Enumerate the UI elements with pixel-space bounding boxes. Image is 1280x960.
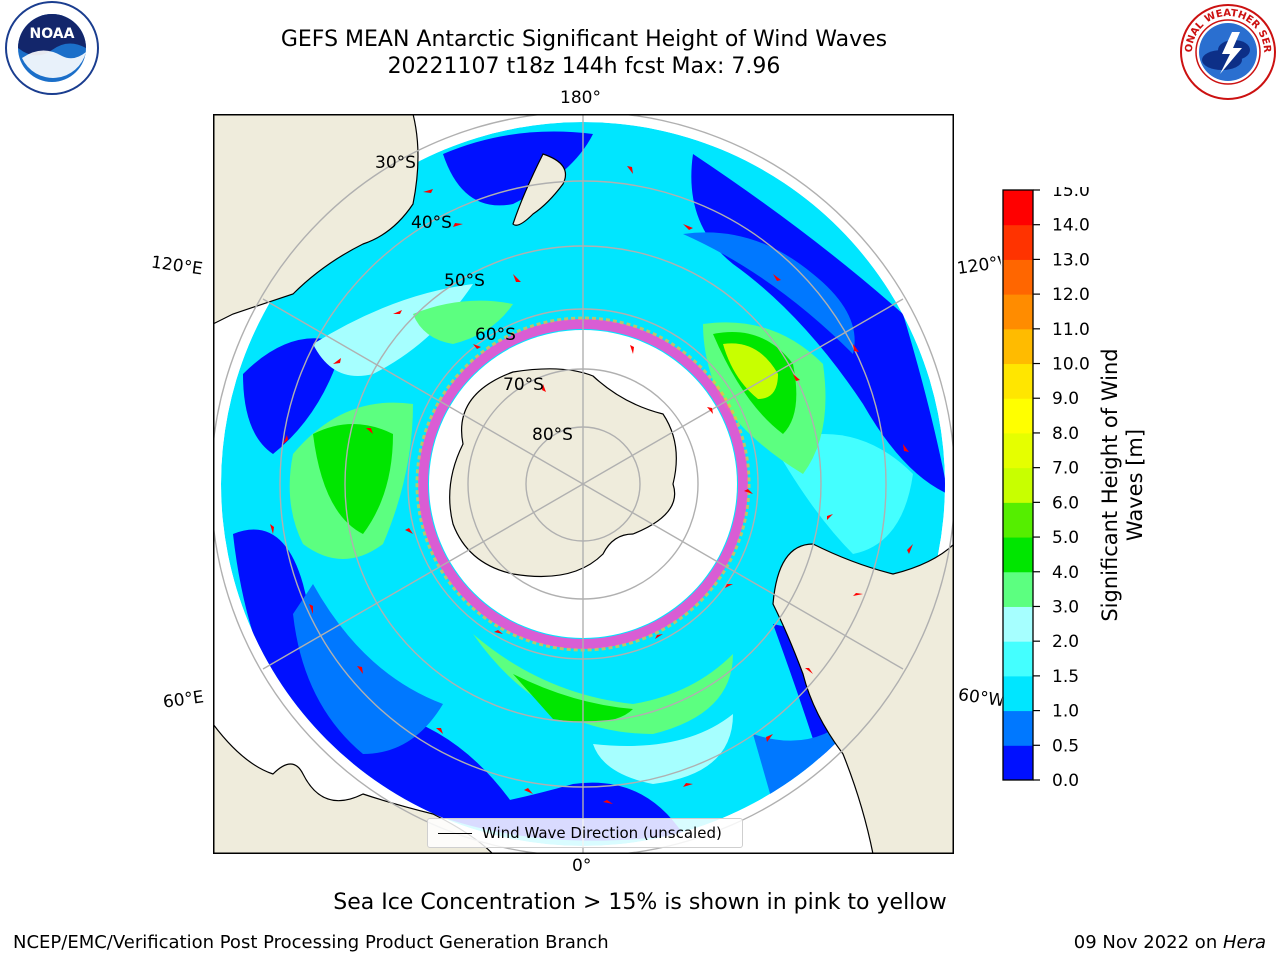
legend-label: Wind Wave Direction (unscaled) (482, 824, 722, 842)
colorbar-cell (1003, 467, 1033, 503)
colorbar-cell (1003, 328, 1033, 365)
colorbar-cell (1003, 398, 1033, 434)
lat-label-70: 70°S (503, 375, 544, 395)
lon-label-left-lower: 60°E (161, 687, 206, 713)
lat-label-60: 60°S (475, 325, 516, 345)
colorbar-tick-label: 10.0 (1052, 355, 1090, 375)
colorbar-label: Significant Height of Wind Waves [m] (1098, 348, 1147, 622)
colorbar-cell (1003, 571, 1033, 607)
colorbar-tick-label: 12.0 (1052, 285, 1090, 305)
colorbar-tick-label: 8.0 (1052, 424, 1079, 444)
colorbar-tick-label: 14.0 (1052, 216, 1090, 236)
colorbar-cell (1003, 502, 1033, 538)
lon-label-bottom: 0° (572, 856, 592, 876)
colorbar-cell (1003, 641, 1033, 677)
colorbar-cell (1003, 432, 1033, 469)
lon-label-right-upper: 120°W (955, 253, 1003, 279)
lon-label-left-upper: 120°E (149, 252, 204, 280)
colorbar-tick-label: 6.0 (1052, 493, 1079, 513)
colorbar-tick-label: 1.0 (1052, 702, 1079, 722)
new-zealand-land (512, 153, 567, 226)
colorbar-tick-label: 4.0 (1052, 563, 1079, 583)
colorbar-tick-label: 11.0 (1052, 320, 1090, 340)
colorbar-tick-label: 0.5 (1052, 736, 1079, 756)
wave-height-map: 30°S 40°S 50°S 60°S 70°S 80°S (213, 114, 954, 854)
wind-wave-arrows (270, 166, 913, 804)
lon-label-right-lower: 60°W (956, 685, 1004, 711)
lon-label-top: 180° (560, 88, 601, 108)
colorbar-cell (1003, 190, 1033, 226)
wave-field (221, 122, 945, 846)
legend-line-sample (438, 832, 472, 834)
colorbar-tick-label: 1.5 (1052, 667, 1079, 687)
colorbar-cell (1003, 259, 1033, 295)
colorbar-cell (1003, 363, 1033, 399)
chart-title: GEFS MEAN Antarctic Significant Height o… (280, 27, 888, 52)
chart-subtitle: 20221107 t18z 144h fcst Max: 7.96 (387, 54, 781, 79)
colorbar-tick-label: 13.0 (1052, 250, 1090, 270)
colorbar-cell (1003, 745, 1033, 781)
colorbar-tick-label: 9.0 (1052, 389, 1079, 409)
south-america-land (772, 543, 954, 854)
colorbar-tick-label: 15.0 (1052, 187, 1090, 201)
footer-date: 09 Nov 2022 on Hera (1074, 932, 1266, 953)
footer-host: Hera (1222, 932, 1266, 953)
colorbar-tick-label: 0.0 (1052, 771, 1079, 787)
colorbar-cell (1003, 606, 1033, 642)
graticule (213, 114, 954, 854)
nws-logo: NATIONAL WEATHER SERVICE (1178, 2, 1276, 100)
lat-label-40: 40°S (411, 213, 452, 233)
colorbar-tick-label: 3.0 (1052, 597, 1079, 617)
svg-text:NOAA: NOAA (30, 26, 75, 42)
colorbar-tick-label: 7.0 (1052, 459, 1079, 479)
noaa-logo: NOAA (5, 1, 99, 95)
australia-land (213, 114, 419, 325)
footer-credit: NCEP/EMC/Verification Post Processing Pr… (13, 932, 609, 953)
sea-ice-caption: Sea Ice Concentration > 15% is shown in … (333, 890, 947, 915)
colorbar-cell (1003, 224, 1033, 260)
lat-label-80: 80°S (532, 425, 573, 445)
colorbar-cell (1003, 294, 1033, 330)
colorbar-tick-label: 2.0 (1052, 632, 1079, 652)
footer-date-text: 09 Nov 2022 on (1073, 932, 1223, 953)
lat-label-50: 50°S (444, 271, 485, 291)
colorbar-cell (1003, 675, 1033, 712)
colorbar-cell (1003, 537, 1033, 573)
colorbar-tick-label: 5.0 (1052, 528, 1079, 548)
lat-label-30: 30°S (375, 153, 416, 173)
colorbar-cell (1003, 710, 1033, 746)
map-legend: Wind Wave Direction (unscaled) (427, 818, 743, 848)
colorbar: 0.0 0.5 1.0 1.5 2.0 3.0 4.0 5.0 6.0 7.0 8.0 9.0 10.0… (1002, 187, 1090, 787)
